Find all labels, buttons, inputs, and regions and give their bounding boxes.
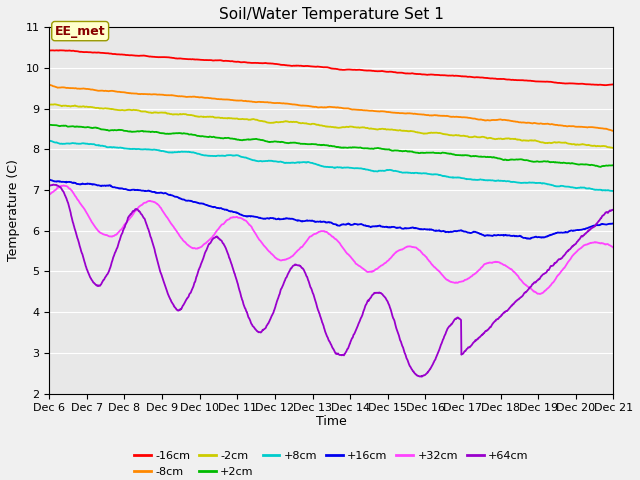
+32cm xyxy=(113,232,120,238)
Text: EE_met: EE_met xyxy=(55,24,106,37)
+16cm xyxy=(525,236,533,241)
-8cm xyxy=(307,103,314,109)
-16cm xyxy=(367,68,374,73)
+32cm xyxy=(90,221,97,227)
+64cm xyxy=(45,183,53,189)
Line: +8cm: +8cm xyxy=(49,141,614,191)
+64cm xyxy=(610,206,618,212)
-2cm xyxy=(285,119,293,125)
+32cm xyxy=(297,245,305,251)
-8cm xyxy=(367,108,374,114)
+64cm xyxy=(367,295,374,300)
-2cm xyxy=(90,105,97,110)
X-axis label: Time: Time xyxy=(316,415,347,428)
-16cm xyxy=(307,63,315,69)
-2cm xyxy=(367,126,374,132)
+2cm xyxy=(597,164,605,170)
Line: +32cm: +32cm xyxy=(49,185,614,294)
+2cm xyxy=(45,122,53,128)
+64cm xyxy=(297,264,305,269)
-16cm xyxy=(285,62,293,68)
-2cm xyxy=(113,107,120,113)
-16cm xyxy=(45,48,53,54)
Line: +64cm: +64cm xyxy=(49,185,614,377)
-16cm xyxy=(90,50,97,56)
-8cm xyxy=(112,89,120,95)
+16cm xyxy=(610,220,618,226)
-8cm xyxy=(610,128,618,134)
-2cm xyxy=(297,120,305,126)
+32cm xyxy=(307,234,315,240)
+64cm xyxy=(285,269,293,275)
-8cm xyxy=(296,103,304,108)
-16cm xyxy=(610,82,618,87)
+8cm xyxy=(610,188,618,194)
+8cm xyxy=(45,138,53,144)
-2cm xyxy=(45,102,53,108)
+16cm xyxy=(367,224,374,230)
Line: +2cm: +2cm xyxy=(49,125,614,167)
-16cm xyxy=(602,83,609,88)
Line: -2cm: -2cm xyxy=(49,104,614,148)
Legend: -16cm, -8cm, -2cm, +2cm, +8cm, +16cm, +32cm, +64cm: -16cm, -8cm, -2cm, +2cm, +8cm, +16cm, +3… xyxy=(130,447,533,480)
+8cm xyxy=(367,168,374,173)
-16cm xyxy=(113,51,120,57)
-2cm xyxy=(51,101,58,107)
-2cm xyxy=(610,145,618,151)
+2cm xyxy=(112,128,120,133)
+8cm xyxy=(113,144,120,150)
+32cm xyxy=(60,182,67,188)
-8cm xyxy=(45,82,53,87)
+2cm xyxy=(610,162,618,168)
-8cm xyxy=(285,101,292,107)
+16cm xyxy=(296,218,304,224)
Y-axis label: Temperature (C): Temperature (C) xyxy=(7,159,20,262)
+8cm xyxy=(297,159,305,165)
+2cm xyxy=(367,146,374,152)
+32cm xyxy=(285,255,293,261)
+64cm xyxy=(49,182,57,188)
+8cm xyxy=(45,138,53,144)
+16cm xyxy=(307,218,314,224)
+32cm xyxy=(536,291,544,297)
+8cm xyxy=(307,160,315,166)
+2cm xyxy=(285,140,292,146)
Line: +16cm: +16cm xyxy=(49,180,614,239)
-2cm xyxy=(307,121,315,127)
+2cm xyxy=(89,125,97,131)
+64cm xyxy=(113,247,120,252)
+16cm xyxy=(112,185,120,191)
+32cm xyxy=(45,192,53,197)
+64cm xyxy=(418,374,426,380)
+2cm xyxy=(307,141,314,147)
+32cm xyxy=(610,245,618,251)
+16cm xyxy=(89,181,97,187)
-16cm xyxy=(297,63,305,69)
Line: -8cm: -8cm xyxy=(49,84,614,131)
-8cm xyxy=(89,87,97,93)
+8cm xyxy=(285,160,293,166)
+16cm xyxy=(45,177,53,182)
Title: Soil/Water Temperature Set 1: Soil/Water Temperature Set 1 xyxy=(219,7,444,22)
+64cm xyxy=(307,285,315,290)
-16cm xyxy=(57,48,65,53)
+64cm xyxy=(90,279,97,285)
Line: -16cm: -16cm xyxy=(49,50,614,85)
+8cm xyxy=(90,141,97,147)
+16cm xyxy=(285,216,292,222)
+32cm xyxy=(367,269,374,275)
+2cm xyxy=(296,141,304,146)
